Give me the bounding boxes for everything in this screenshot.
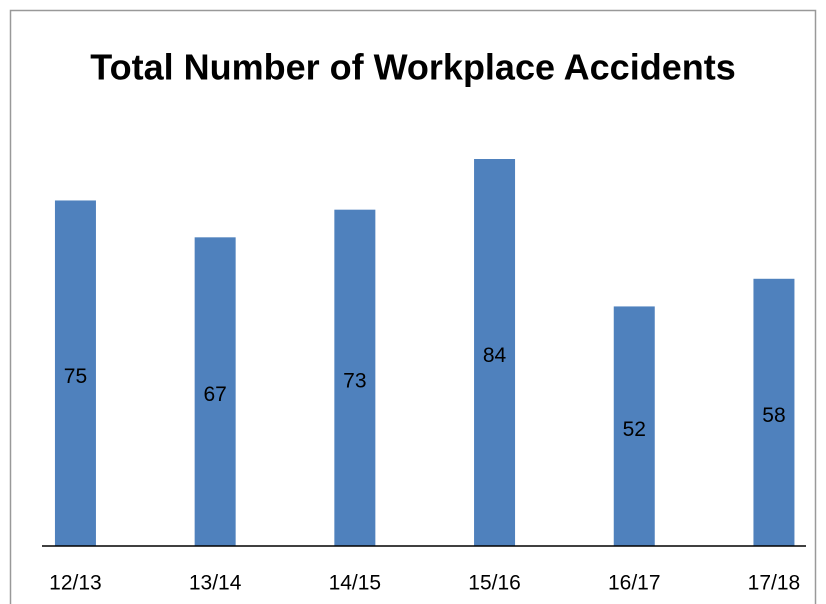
bar bbox=[54, 200, 96, 546]
data-label: 75 bbox=[64, 365, 87, 388]
x-tick-label: 16/17 bbox=[608, 572, 661, 595]
data-label: 52 bbox=[623, 418, 646, 441]
chart-border bbox=[9, 9, 817, 604]
data-label: 67 bbox=[203, 383, 226, 406]
x-tick-label: 17/18 bbox=[748, 572, 801, 595]
x-tick-label: 14/15 bbox=[329, 572, 382, 595]
x-tick-label: 13/14 bbox=[189, 572, 242, 595]
chart-title: Total Number of Workplace Accidents bbox=[90, 47, 735, 88]
bar bbox=[474, 159, 516, 546]
bar bbox=[334, 209, 376, 546]
bar bbox=[753, 278, 795, 546]
x-tick-label: 12/13 bbox=[49, 572, 102, 595]
x-tick-label: 15/16 bbox=[468, 572, 521, 595]
bar bbox=[194, 237, 236, 547]
data-label: 73 bbox=[343, 369, 366, 392]
bar bbox=[613, 306, 655, 546]
data-label: 58 bbox=[762, 404, 785, 427]
data-label: 84 bbox=[483, 344, 507, 367]
